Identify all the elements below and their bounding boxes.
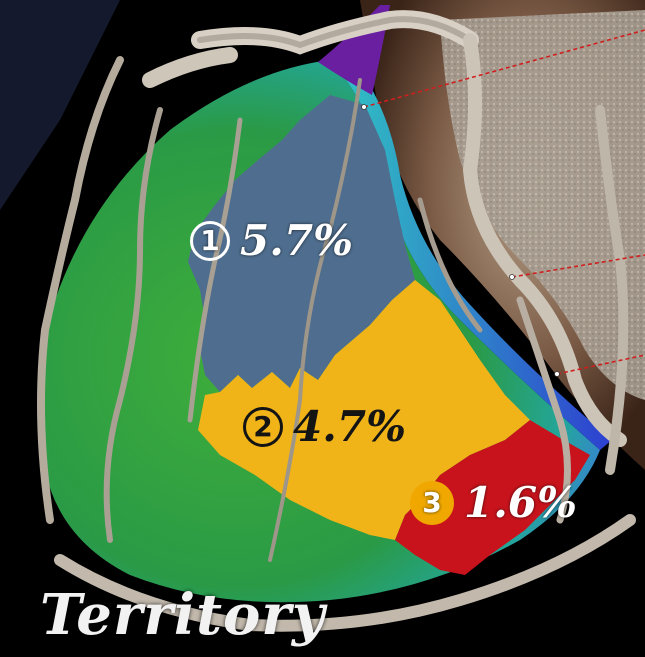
textured-tissue [440, 10, 645, 400]
territory-number-2: 2 [243, 407, 283, 447]
territory-label-2: 2 4.7% [243, 406, 406, 448]
coronary-vessels [37, 10, 636, 632]
marker-points [361, 104, 560, 377]
territory-percent-1: 5.7% [240, 216, 353, 265]
image-title: Territory [40, 582, 326, 648]
marker-lines [363, 29, 645, 375]
territory-percent-2: 4.7% [293, 402, 406, 451]
territory-region-2 [198, 280, 530, 540]
territory-label-1: 1 5.7% [190, 220, 353, 262]
territory-region-1 [188, 95, 415, 392]
territory-percent-3: 1.6% [464, 478, 577, 527]
territory-region-3 [395, 420, 590, 575]
territory-label-3: 3 1.6% [410, 481, 577, 525]
territory-number-1: 1 [190, 221, 230, 261]
territory-number-3: 3 [410, 481, 454, 525]
left-dark-tissue [0, 0, 120, 210]
